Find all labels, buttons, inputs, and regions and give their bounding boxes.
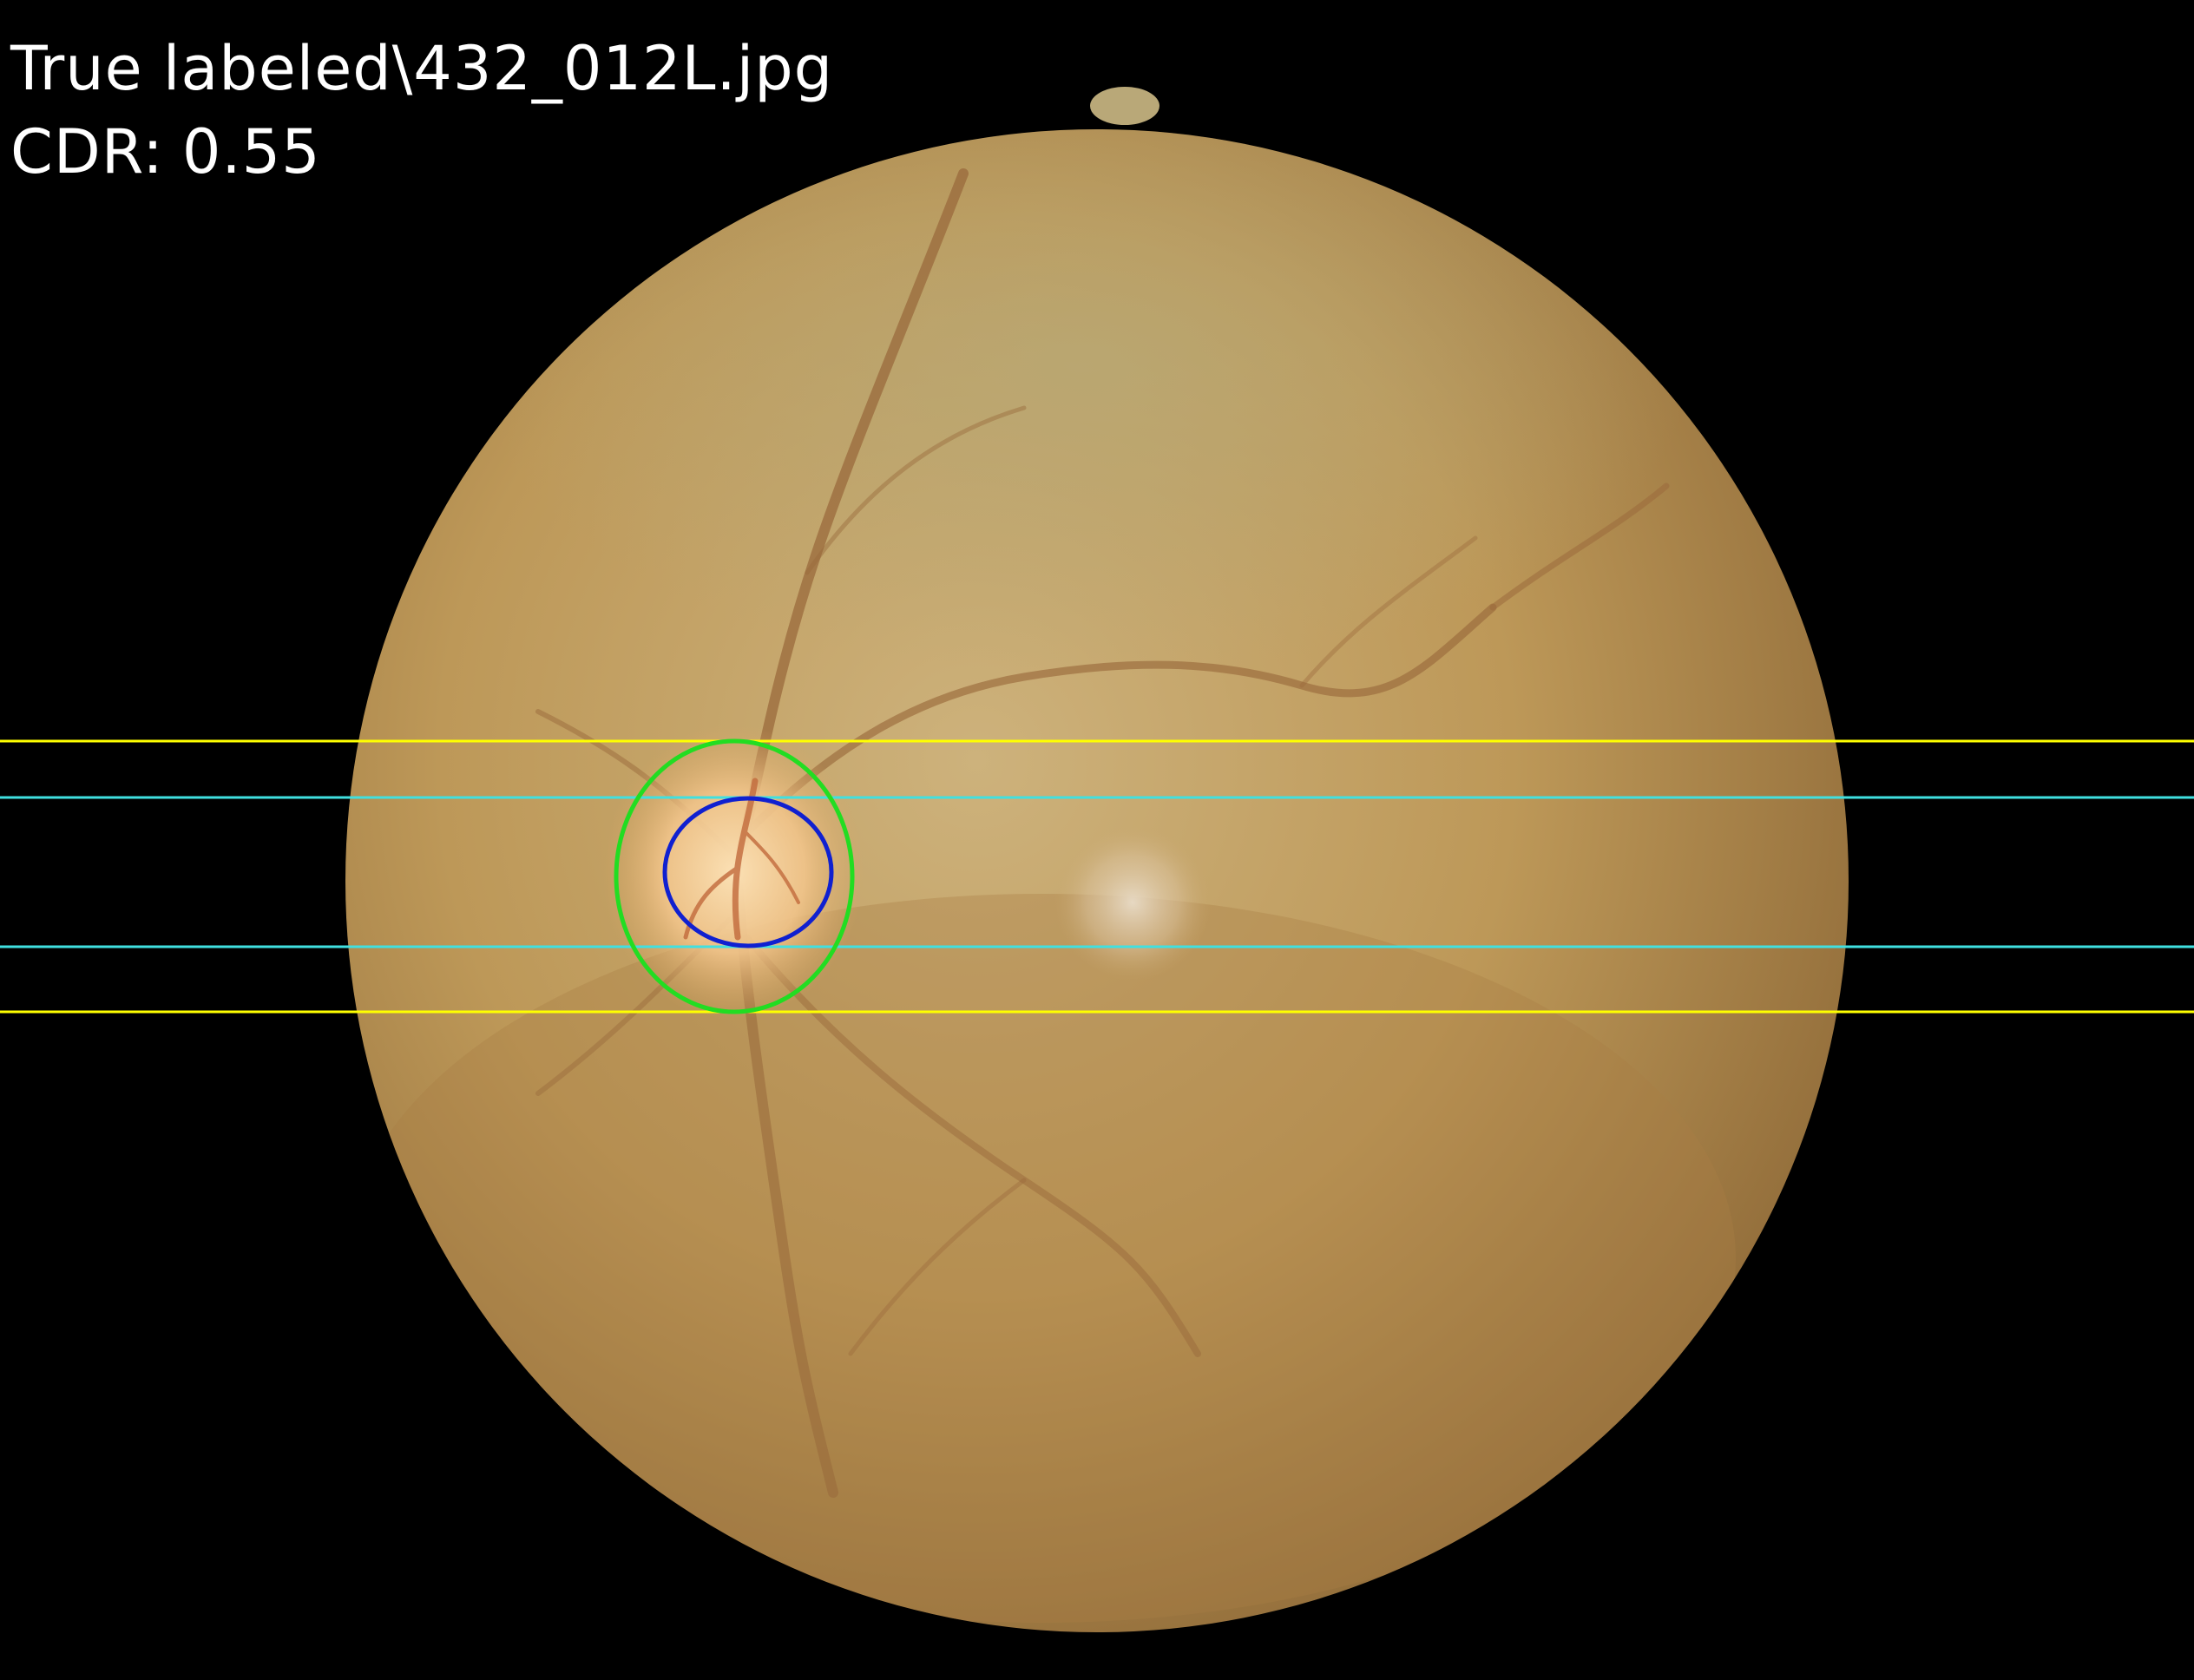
cdr-readout: CDR: 0.55 [10, 121, 321, 182]
cdr-value: 0.55 [181, 116, 321, 187]
disc-boundary-ellipse [614, 738, 855, 1014]
macula [1054, 824, 1211, 981]
lower-tone [347, 894, 1736, 1623]
cup-boundary-ellipse [662, 796, 834, 948]
fundus-notch [1090, 87, 1159, 125]
filename-label: True labeled\432_012L.jpg [10, 33, 834, 104]
cdr-label: CDR: [10, 116, 164, 187]
upper-haze [477, 129, 1692, 677]
